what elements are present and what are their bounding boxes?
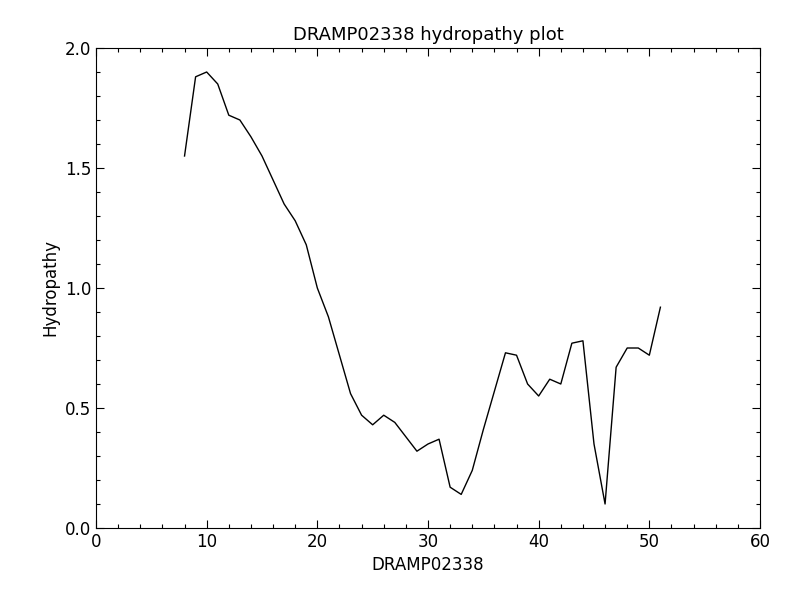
X-axis label: DRAMP02338: DRAMP02338 <box>372 556 484 574</box>
Title: DRAMP02338 hydropathy plot: DRAMP02338 hydropathy plot <box>293 26 563 44</box>
Y-axis label: Hydropathy: Hydropathy <box>42 239 59 337</box>
